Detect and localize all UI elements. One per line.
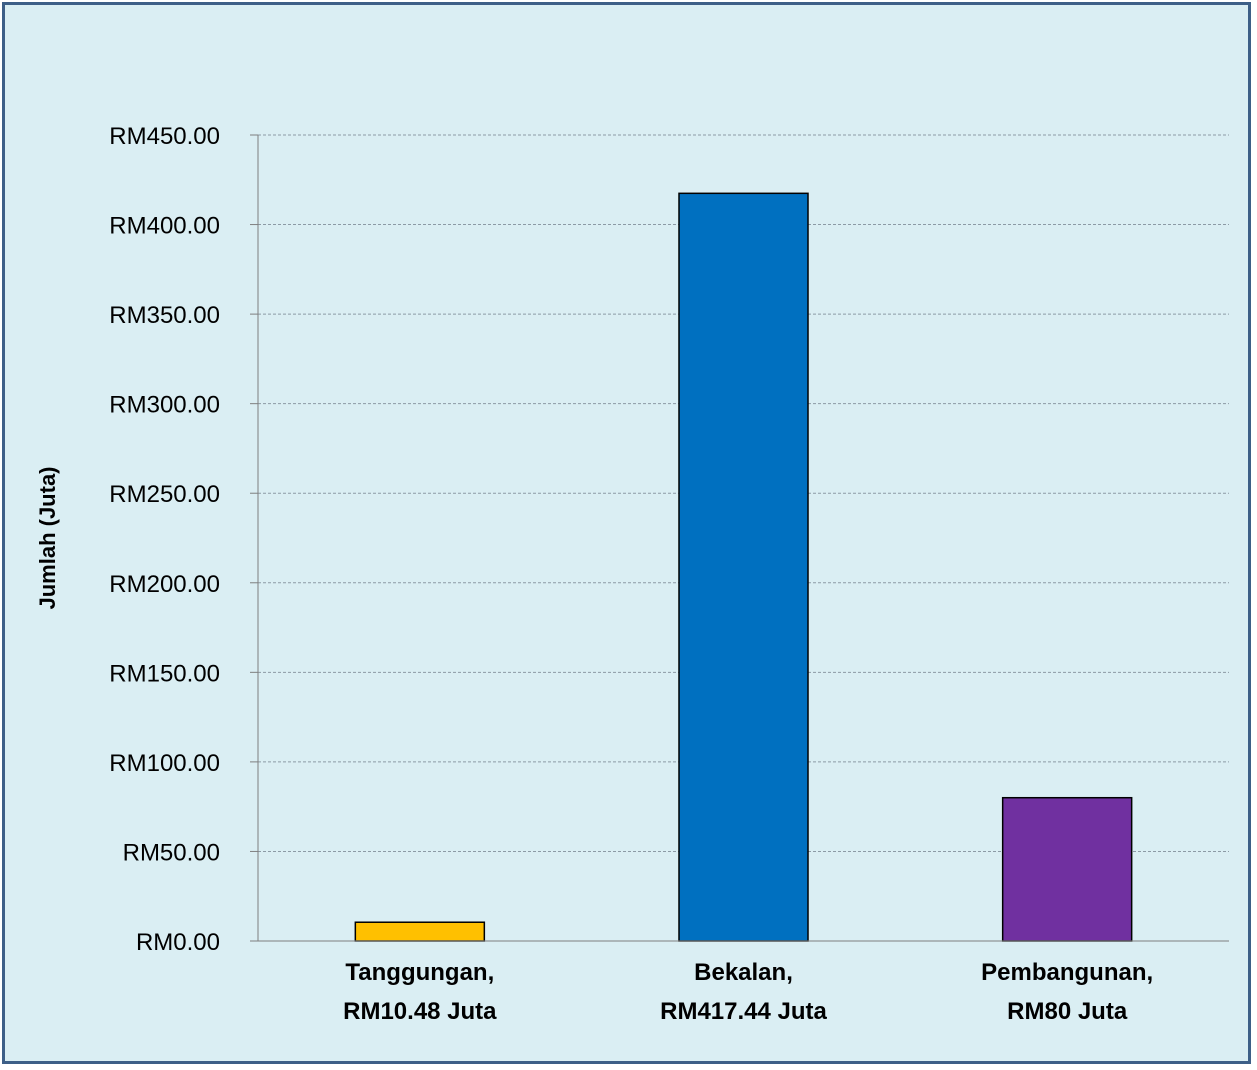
y-tick-label: RM200.00 [109, 571, 220, 598]
y-tick-label: RM150.00 [109, 660, 220, 687]
y-tick-label: RM50.00 [123, 839, 220, 866]
y-tick-label: RM450.00 [109, 123, 220, 150]
y-tick-label: RM250.00 [109, 481, 220, 508]
y-tick-label: RM400.00 [109, 213, 220, 240]
bars [354, 192, 1133, 942]
y-tick-label: RM0.00 [136, 929, 220, 956]
y-tick-label: RM300.00 [109, 392, 220, 419]
y-axis-title: Jumlah (Juta) [35, 466, 60, 609]
x-category-label: RM417.44 Juta [660, 998, 827, 1025]
bar [354, 921, 486, 942]
axes [257, 135, 1229, 942]
y-tick-label: RM100.00 [109, 750, 220, 777]
bar [1001, 796, 1133, 942]
x-category-label: Bekalan, [694, 959, 793, 986]
x-category-label: RM10.48 Juta [343, 998, 497, 1025]
x-category-labels: Tanggungan, RM10.48 Juta Bekalan, RM417.44 … [343, 959, 1153, 1025]
bar [678, 192, 809, 942]
y-tick-label: RM350.00 [109, 302, 220, 329]
x-category-label: Tanggungan, [345, 959, 494, 986]
y-tick-labels: RM0.00 RM50.00 RM100.00 RM150.00 RM200.00 RM2… [109, 123, 220, 956]
x-category-label: RM80 Juta [1007, 998, 1128, 1025]
x-category-label: Pembangunan, [981, 959, 1153, 986]
